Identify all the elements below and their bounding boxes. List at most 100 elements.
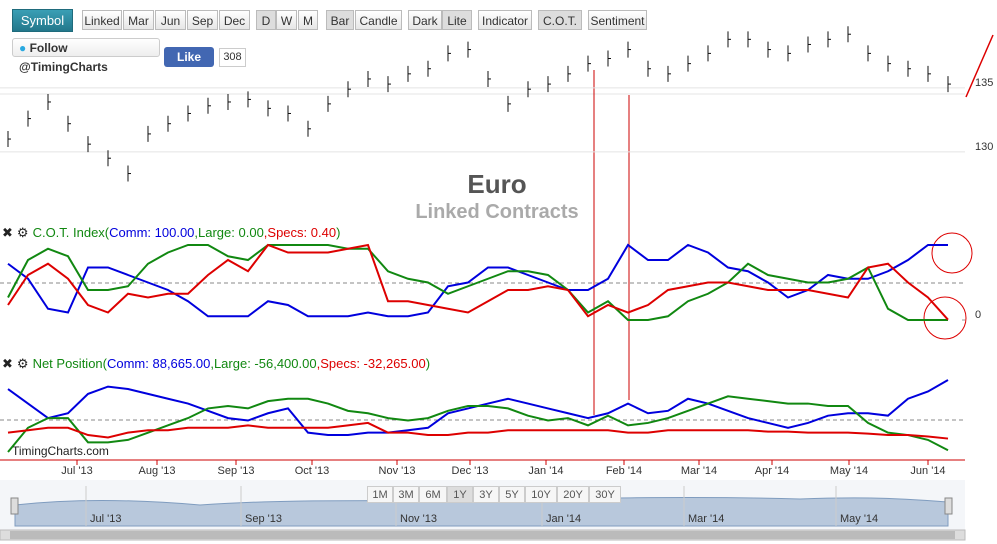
- panel-header: ✖ ⚙ Net Position(Comm: 88,665.00,Large: -5…: [2, 356, 430, 371]
- panel-header-part: ): [336, 225, 340, 240]
- navigator-label: Jul '13: [90, 513, 121, 525]
- price-bar: [667, 65, 671, 82]
- price-bar: [207, 97, 211, 114]
- price-bar: [127, 165, 131, 182]
- panel-header-part: Comm: 88,665.00: [107, 356, 210, 371]
- like-text: Like: [176, 50, 201, 64]
- price-bar: [467, 41, 471, 58]
- price-bar: [887, 55, 891, 72]
- price-bar: [407, 65, 411, 82]
- price-bar: [187, 105, 191, 122]
- price-bar: [247, 91, 251, 108]
- navigator-label: May '14: [840, 513, 878, 525]
- price-bar: [767, 41, 771, 58]
- x-tick-label: Feb '14: [606, 465, 642, 477]
- toolbar-button[interactable]: Sep: [187, 10, 218, 30]
- toolbar-button[interactable]: Candle: [355, 10, 402, 30]
- price-bar: [527, 81, 531, 98]
- price-bar: [647, 60, 651, 77]
- panel-settings: ⚙: [17, 356, 29, 371]
- toolbar-button[interactable]: M: [298, 10, 318, 30]
- price-bar: [287, 105, 291, 122]
- highlight-circle: [931, 232, 973, 274]
- navigator-handle[interactable]: [944, 497, 953, 515]
- title: Euro: [467, 169, 526, 199]
- price-bar: [167, 115, 171, 132]
- price-bar: [47, 93, 51, 110]
- toolbar-button[interactable]: Symbol: [12, 9, 73, 32]
- price-bar: [367, 70, 371, 87]
- toolbar-button[interactable]: W: [276, 10, 297, 30]
- price-bar: [867, 45, 871, 62]
- price-bar: [87, 136, 91, 153]
- range-button[interactable]: 3M: [393, 486, 419, 503]
- x-tick-label: Aug '13: [139, 465, 176, 477]
- range-button[interactable]: 3Y: [473, 486, 499, 503]
- range-button[interactable]: 5Y: [499, 486, 525, 503]
- toolbar-button[interactable]: D: [256, 10, 276, 30]
- price-bar: [947, 76, 951, 93]
- x-tick-label: Oct '13: [295, 465, 330, 477]
- panel-header-part: C.O.T. Index(: [33, 225, 110, 240]
- toolbar-button[interactable]: Bar: [326, 10, 354, 30]
- scrollbar[interactable]: [0, 529, 966, 541]
- series-line: [7, 421, 949, 440]
- price-bar: [847, 26, 851, 43]
- price-bar: [627, 41, 631, 58]
- price-bar: [427, 60, 431, 77]
- price-bar: [267, 100, 271, 117]
- x-tick-label: Jul '13: [61, 465, 92, 477]
- x-tick-label: Apr '14: [755, 465, 790, 477]
- price-bar: [307, 120, 311, 137]
- follow-text: Follow @TimingCharts: [19, 41, 108, 74]
- price-bar: [747, 31, 751, 48]
- navigator-handle[interactable]: [10, 497, 19, 515]
- panel-header-part: ,Specs: 0.40: [264, 225, 336, 240]
- toolbar-button[interactable]: Linked: [82, 10, 122, 30]
- panel-header-part: Net Position(: [33, 356, 108, 371]
- x-tick-label: May '14: [830, 465, 868, 477]
- range-button[interactable]: 1Y: [447, 486, 473, 503]
- price-bar: [107, 150, 111, 167]
- navigator-label: Sep '13: [245, 513, 282, 525]
- toolbar-button[interactable]: Mar: [123, 10, 154, 30]
- toolbar-button[interactable]: C.O.T.: [538, 10, 582, 30]
- range-button[interactable]: 30Y: [589, 486, 621, 503]
- like-count: 308: [219, 48, 246, 67]
- toolbar-button[interactable]: Sentiment: [588, 10, 647, 30]
- toolbar-button[interactable]: Jun: [155, 10, 186, 30]
- series-line: [7, 379, 949, 437]
- follow-button[interactable]: ● Follow @TimingCharts: [12, 38, 160, 74]
- price-bar: [67, 115, 71, 132]
- price-bar: [567, 65, 571, 82]
- navigator-label: Jan '14: [546, 513, 581, 525]
- like-button[interactable]: Like: [164, 47, 214, 67]
- toolbar-button[interactable]: Dark: [408, 10, 442, 30]
- range-button[interactable]: 20Y: [557, 486, 589, 503]
- panel-header-part: ,Specs: -32,265.00: [317, 356, 426, 371]
- price-bar: [687, 55, 691, 72]
- toolbar-button[interactable]: Indicator: [478, 10, 532, 30]
- panel-settings: ⚙: [17, 225, 29, 240]
- price-bar: [387, 76, 391, 93]
- panel-close: ✖: [2, 356, 13, 371]
- range-button[interactable]: 6M: [419, 486, 447, 503]
- toolbar-button[interactable]: Dec: [219, 10, 250, 30]
- range-button[interactable]: 10Y: [525, 486, 557, 503]
- panel-close: ✖: [2, 225, 13, 240]
- x-tick-label: Dec '13: [452, 465, 489, 477]
- price-bar: [707, 45, 711, 62]
- y-tick-label: 135: [975, 77, 993, 89]
- price-bar: [347, 81, 351, 98]
- range-button[interactable]: 1M: [367, 486, 393, 503]
- x-tick-label: Nov '13: [379, 465, 416, 477]
- y-tick-label: 0: [975, 309, 981, 321]
- x-tick-label: Jun '14: [910, 465, 945, 477]
- scrollbar-thumb[interactable]: [10, 531, 955, 539]
- price-bar: [587, 55, 591, 72]
- toolbar-button[interactable]: Lite: [442, 10, 472, 30]
- price-bar: [927, 65, 931, 82]
- price-bar: [607, 50, 611, 67]
